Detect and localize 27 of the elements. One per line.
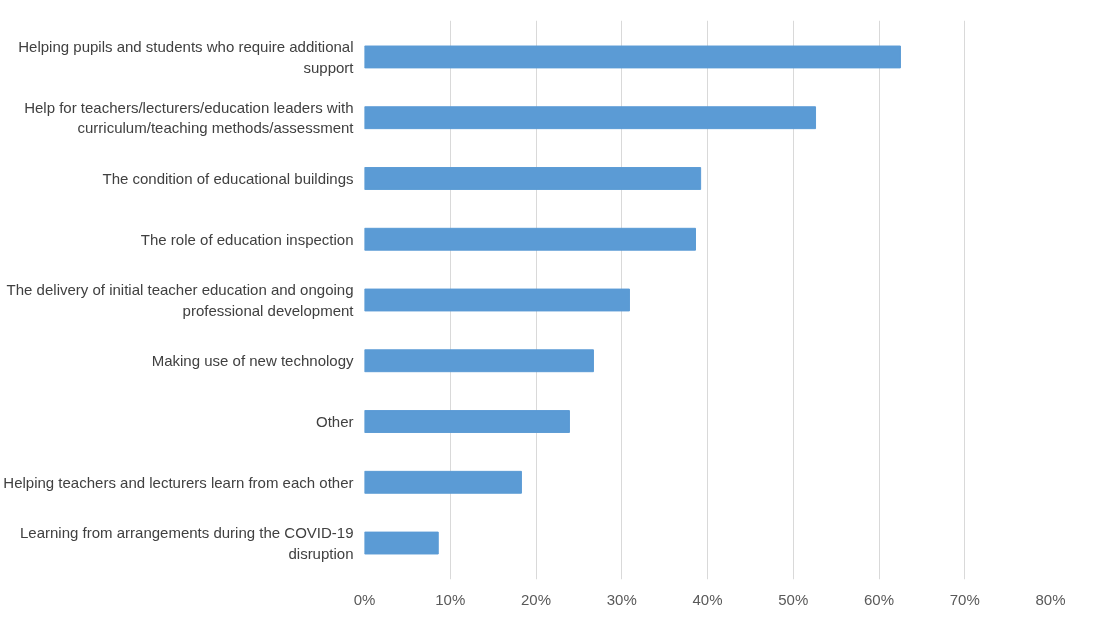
bar bbox=[364, 288, 630, 312]
y-tick-label: The delivery of initial teacher education and ongoing professional development bbox=[6, 281, 355, 319]
x-tick-label: 10% bbox=[435, 590, 466, 608]
bar bbox=[364, 45, 901, 69]
x-tick-label: 80% bbox=[1035, 590, 1066, 608]
y-tick-label: Making use of new technology bbox=[151, 352, 354, 370]
y-tick-label: The role of education inspection bbox=[140, 230, 354, 248]
y-tick-label: Helping pupils and students who require additional support bbox=[18, 38, 355, 76]
x-tick-label: 70% bbox=[949, 590, 980, 608]
y-tick-label: The condition of educational buildings bbox=[102, 169, 354, 187]
bar bbox=[364, 227, 696, 251]
bar bbox=[364, 531, 439, 555]
x-tick-label: 60% bbox=[863, 590, 895, 608]
y-tick-label: Helping teachers and lecturers learn from each other bbox=[3, 473, 354, 491]
y-tick-label: Help for teachers/lecturers/education leaders with curriculum/teaching methods/assessment bbox=[24, 99, 355, 137]
bar bbox=[364, 470, 522, 494]
x-tick-label: 30% bbox=[606, 590, 637, 608]
bar bbox=[364, 167, 702, 190]
x-tick-label: 40% bbox=[692, 590, 723, 608]
bar bbox=[364, 410, 570, 433]
bar bbox=[364, 349, 594, 373]
bar bbox=[364, 106, 817, 130]
y-tick-label: Other bbox=[315, 413, 354, 431]
x-tick-label: 20% bbox=[520, 590, 552, 608]
x-tick-label: 0% bbox=[353, 590, 376, 608]
y-tick-label: Learning from arrangements during the COVID-19 disruption bbox=[20, 524, 354, 562]
x-tick-label: 50% bbox=[778, 590, 809, 608]
